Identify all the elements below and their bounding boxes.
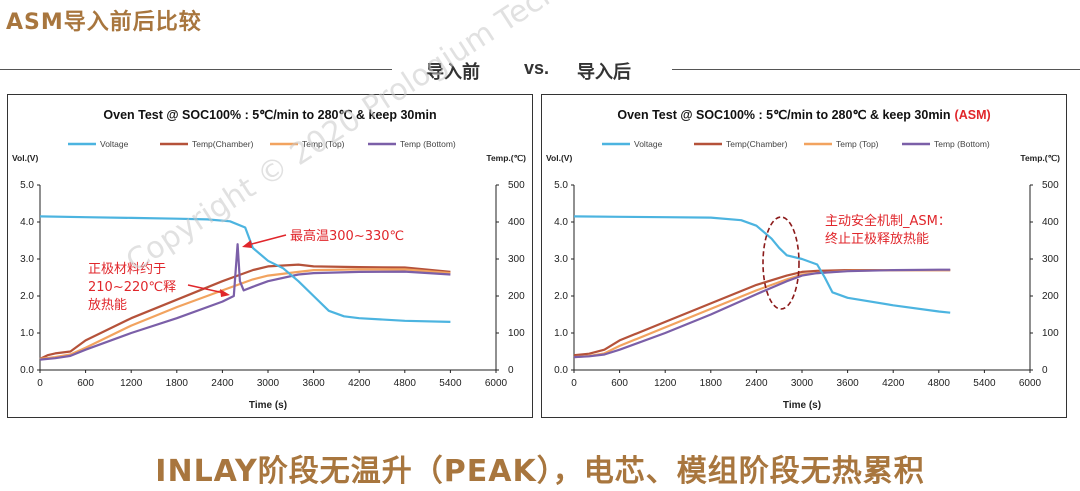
y2-tick-label: 200 bbox=[508, 291, 525, 302]
y-tick-label: 0.0 bbox=[554, 365, 568, 376]
y-tick-label: 3.0 bbox=[554, 254, 568, 265]
chart-title: Oven Test @ SOC100% : 5℃/min to 280℃ & k… bbox=[617, 108, 990, 122]
y-tick-label: 4.0 bbox=[554, 217, 568, 228]
annotation-arrowhead-exotherm bbox=[220, 289, 230, 297]
y2-tick-label: 500 bbox=[1042, 180, 1059, 191]
y-axis-label: Vol.(V) bbox=[12, 153, 38, 163]
series-line-temp-top- bbox=[39, 268, 451, 360]
x-tick-label: 3600 bbox=[836, 378, 859, 389]
comparison-header: 导入前 vs. 导入后 bbox=[0, 58, 1080, 88]
chart-panel-after: Oven Test @ SOC100% : 5℃/min to 280℃ & k… bbox=[541, 94, 1067, 418]
x-tick-label: 4800 bbox=[928, 378, 951, 389]
x-tick-label: 2400 bbox=[745, 378, 768, 389]
x-tick-label: 600 bbox=[77, 378, 94, 389]
y2-tick-label: 100 bbox=[1042, 328, 1059, 339]
series-line-temp-bottom- bbox=[573, 268, 951, 359]
x-tick-label: 5400 bbox=[439, 378, 462, 389]
annotation-text: 终止正极释放热能 bbox=[825, 231, 929, 247]
y2-tick-label: 300 bbox=[508, 254, 525, 265]
x-tick-label: 1800 bbox=[166, 378, 189, 389]
annotation-arrow-exotherm bbox=[187, 284, 225, 294]
page-title: ASM导入前后比较 bbox=[6, 10, 202, 35]
annotation-arrow-peak bbox=[247, 234, 287, 246]
chart-title-suffix: (ASM) bbox=[955, 108, 991, 122]
y2-tick-label: 100 bbox=[508, 328, 525, 339]
legend-label: Temp (Bottom) bbox=[400, 139, 456, 149]
y-tick-label: 1.0 bbox=[20, 328, 34, 339]
x-tick-label: 6000 bbox=[485, 378, 508, 389]
legend-label: Temp (Top) bbox=[302, 139, 345, 149]
footer-caption: INLAY阶段无温升（PEAK），电芯、模组阶段无热累积 bbox=[155, 454, 925, 489]
asm-highlight-ellipse bbox=[762, 216, 800, 310]
y2-axis-label: Temp.(℃) bbox=[486, 153, 526, 163]
series-line-voltage bbox=[573, 215, 951, 314]
x-tick-label: 3000 bbox=[791, 378, 814, 389]
legend-label: Voltage bbox=[634, 139, 663, 149]
y2-tick-label: 400 bbox=[508, 217, 525, 228]
header-divider-right bbox=[672, 69, 1080, 70]
x-tick-label: 4200 bbox=[348, 378, 371, 389]
chart-title-main: Oven Test @ SOC100% : 5℃/min to 280℃ & k… bbox=[617, 108, 950, 122]
x-axis-label: Time (s) bbox=[783, 400, 821, 411]
legend-label: Temp(Chamber) bbox=[192, 139, 254, 149]
chart-panel-before: Oven Test @ SOC100% : 5℃/min to 280℃ & k… bbox=[7, 94, 533, 418]
legend-label: Temp(Chamber) bbox=[726, 139, 788, 149]
vs-label: vs. bbox=[524, 58, 550, 78]
x-tick-label: 0 bbox=[571, 378, 577, 389]
y-tick-label: 1.0 bbox=[554, 328, 568, 339]
chart-title: Oven Test @ SOC100% : 5℃/min to 280℃ & k… bbox=[103, 108, 436, 122]
x-tick-label: 1200 bbox=[120, 378, 143, 389]
y2-tick-label: 300 bbox=[1042, 254, 1059, 265]
y-tick-label: 2.0 bbox=[554, 291, 568, 302]
after-label: 导入后 bbox=[577, 62, 631, 83]
series-line-temp-bottom- bbox=[39, 243, 451, 361]
x-tick-label: 3600 bbox=[302, 378, 325, 389]
y2-tick-label: 500 bbox=[508, 180, 525, 191]
y-axis-label: Vol.(V) bbox=[546, 153, 572, 163]
x-tick-label: 1200 bbox=[654, 378, 677, 389]
series-line-temp-chamber- bbox=[39, 263, 451, 360]
chart-before: Oven Test @ SOC100% : 5℃/min to 280℃ & k… bbox=[12, 108, 526, 411]
y-tick-label: 3.0 bbox=[20, 254, 34, 265]
y-tick-label: 5.0 bbox=[554, 180, 568, 191]
annotation-text: 主动安全机制_ASM： bbox=[825, 213, 951, 229]
y2-tick-label: 200 bbox=[1042, 291, 1059, 302]
x-tick-label: 2400 bbox=[211, 378, 234, 389]
y-tick-label: 5.0 bbox=[20, 180, 34, 191]
x-tick-label: 4800 bbox=[394, 378, 417, 389]
annotation-text: 最高温300~330℃ bbox=[290, 228, 404, 244]
y-tick-label: 0.0 bbox=[20, 365, 34, 376]
x-tick-label: 1800 bbox=[700, 378, 723, 389]
legend-label: Temp (Bottom) bbox=[934, 139, 990, 149]
y-tick-label: 4.0 bbox=[20, 217, 34, 228]
y-tick-label: 2.0 bbox=[20, 291, 34, 302]
chart-after: Oven Test @ SOC100% : 5℃/min to 280℃ & k… bbox=[546, 108, 1060, 411]
x-tick-label: 3000 bbox=[257, 378, 280, 389]
annotation-text: 210~220℃释 bbox=[88, 280, 176, 295]
annotation-text: 放热能 bbox=[88, 298, 127, 313]
before-label: 导入前 bbox=[426, 62, 480, 83]
x-tick-label: 5400 bbox=[973, 378, 996, 389]
chart-title-main: Oven Test @ SOC100% : 5℃/min to 280℃ & k… bbox=[103, 108, 436, 122]
x-axis-label: Time (s) bbox=[249, 400, 287, 411]
y2-tick-label: 0 bbox=[1042, 365, 1048, 376]
legend-label: Temp (Top) bbox=[836, 139, 879, 149]
annotation-arrowhead-peak bbox=[242, 240, 252, 248]
x-tick-label: 4200 bbox=[882, 378, 905, 389]
y2-tick-label: 0 bbox=[508, 365, 514, 376]
y2-axis-label: Temp.(℃) bbox=[1020, 153, 1060, 163]
x-tick-label: 600 bbox=[611, 378, 628, 389]
y2-tick-label: 400 bbox=[1042, 217, 1059, 228]
legend-label: Voltage bbox=[100, 139, 129, 149]
x-tick-label: 0 bbox=[37, 378, 43, 389]
annotation-text: 正极材料约于 bbox=[88, 262, 166, 277]
x-tick-label: 6000 bbox=[1019, 378, 1042, 389]
header-divider-left bbox=[0, 69, 392, 70]
series-line-voltage bbox=[39, 215, 451, 323]
